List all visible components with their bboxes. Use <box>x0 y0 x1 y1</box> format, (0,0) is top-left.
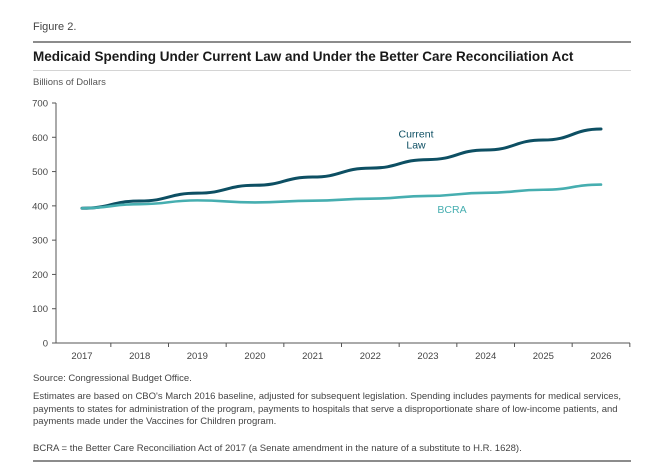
source-note: Source: Congressional Budget Office. <box>33 373 192 384</box>
series-labels: Current Law BCRA <box>398 129 466 216</box>
y-tick-label-200: 200 <box>32 270 48 281</box>
x-tick-label-2025: 2025 <box>533 351 554 362</box>
x-axis: 2017 2018 2019 2020 2021 2022 2023 2024 2025 2026 <box>56 342 631 362</box>
series-label-current-law: Current Law <box>398 129 433 152</box>
x-tick-label-2017: 2017 <box>71 351 92 362</box>
y-tick-label-600: 600 <box>32 133 48 144</box>
methodology-note: Estimates are based on CBO's March 2016 … <box>33 391 621 427</box>
y-axis-unit-label: Billions of Dollars <box>33 77 106 88</box>
series-lines <box>80 127 603 210</box>
series-line-current-law <box>80 127 603 210</box>
x-tick-label-2022: 2022 <box>360 351 381 362</box>
x-tick-label-2020: 2020 <box>244 351 265 362</box>
y-tick-label-700: 700 <box>32 99 48 110</box>
x-tick-label-2018: 2018 <box>129 351 150 362</box>
y-tick-label-0: 0 <box>43 339 48 350</box>
y-tick-label-500: 500 <box>32 167 48 178</box>
top-rule <box>33 41 631 43</box>
x-tick-label-2024: 2024 <box>475 351 496 362</box>
y-tick-label-300: 300 <box>32 236 48 247</box>
x-tick-label-2021: 2021 <box>302 351 323 362</box>
y-axis: 0 100 200 300 400 500 600 700 <box>32 99 57 350</box>
series-label-line: Current <box>398 129 433 141</box>
series-line-bcra <box>80 183 603 210</box>
series-label-line: Law <box>406 140 426 152</box>
y-tick-label-100: 100 <box>32 304 48 315</box>
bottom-rule <box>33 460 631 462</box>
x-tick-label-2026: 2026 <box>590 351 611 362</box>
x-tick-label-2023: 2023 <box>417 351 438 362</box>
x-tick-label-2019: 2019 <box>187 351 208 362</box>
y-tick-label-400: 400 <box>32 201 48 212</box>
series-label-bcra: BCRA <box>437 204 466 216</box>
chart-title: Medicaid Spending Under Current Law and … <box>33 49 574 64</box>
abbreviation-note: BCRA = the Better Care Reconciliation Ac… <box>33 443 522 454</box>
figure-label: Figure 2. <box>33 21 77 33</box>
title-rule <box>33 70 631 71</box>
